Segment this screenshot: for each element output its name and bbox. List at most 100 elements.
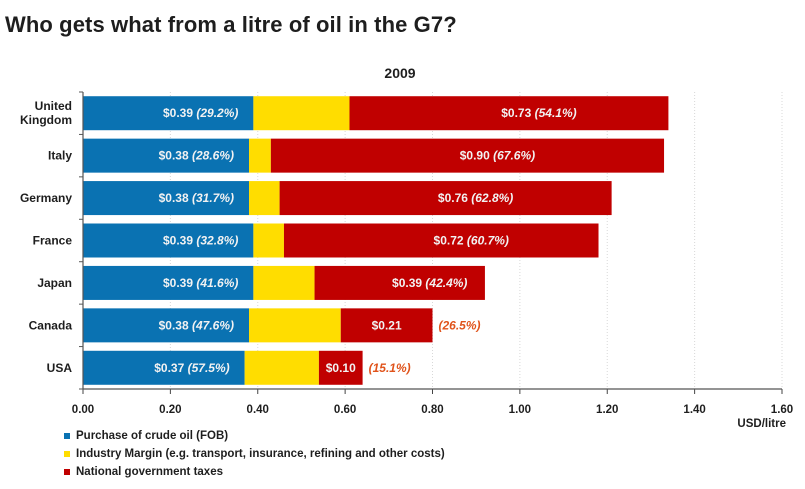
bar-segment xyxy=(283,223,599,258)
bar-row: Canada $0.38 (47.6%) $0.21 (26.5%) xyxy=(29,308,481,343)
value-label: $0.39 xyxy=(163,276,196,290)
bar-segment xyxy=(249,181,280,216)
data-label: $0.39 (29.2%) xyxy=(163,106,238,120)
category-label: United xyxy=(35,99,72,113)
percent-label: (41.6%) xyxy=(196,276,238,290)
x-tick-label: 1.60 xyxy=(771,404,793,416)
x-tick-label: 0.60 xyxy=(334,404,356,416)
bar-segment xyxy=(83,350,245,385)
bar-segment xyxy=(83,181,250,216)
value-label: $0.10 xyxy=(326,361,356,375)
x-tick-label: 0.80 xyxy=(421,404,443,416)
page-title: Who gets what from a litre of oil in the… xyxy=(5,12,457,37)
bar-segment xyxy=(249,138,271,173)
bar-segment xyxy=(253,96,350,131)
axes: 0.00 0.20 0.40 0.60 0.80 1.00 1.20 1.40 1.60 xyxy=(72,91,793,416)
bar-segment xyxy=(270,138,665,173)
value-label: $0.72 xyxy=(434,234,467,248)
percent-label: (31.7%) xyxy=(192,191,234,205)
bar-segment xyxy=(314,265,485,300)
x-axis-label: USD/litre xyxy=(737,418,786,430)
data-label: $0.90 (67.6%) xyxy=(460,149,535,163)
value-label: $0.38 xyxy=(159,149,192,163)
bar-segment xyxy=(249,308,341,343)
bar-segment xyxy=(83,265,254,300)
bar-segment xyxy=(318,350,363,385)
bar-segment xyxy=(253,223,284,258)
data-label: $0.39 (32.8%) xyxy=(163,234,238,248)
legend-item-industry-margin: Industry Margin (e.g. transport, insuran… xyxy=(64,445,445,463)
value-label: $0.39 xyxy=(392,276,425,290)
value-label: $0.73 xyxy=(501,106,534,120)
x-tick-label: 1.40 xyxy=(683,404,705,416)
bar-segment xyxy=(279,181,612,216)
percent-label: (67.6%) xyxy=(493,149,535,163)
value-label: $0.37 xyxy=(154,361,187,375)
data-label: $0.38 (28.6%) xyxy=(159,149,234,163)
legend: Purchase of crude oil (FOB) Industry Mar… xyxy=(64,427,445,481)
percent-label: (60.7%) xyxy=(467,234,509,248)
bar-row: Italy $0.38 (28.6%) $0.90 (67.6%) xyxy=(48,138,665,173)
category-label: Japan xyxy=(37,276,72,290)
legend-swatch-blue xyxy=(64,433,70,439)
value-label: $0.39 xyxy=(163,234,196,248)
data-label: $0.39 (42.4%) xyxy=(392,276,467,290)
percent-label: (54.1%) xyxy=(535,106,577,120)
x-tick-label: 1.00 xyxy=(509,404,531,416)
category-label: France xyxy=(33,234,73,248)
bar-row: Japan $0.39 (41.6%) $0.39 (42.4%) xyxy=(37,265,485,300)
value-label: $0.76 xyxy=(438,191,471,205)
bar-segment xyxy=(253,265,315,300)
legend-label: National government taxes xyxy=(76,466,223,478)
bar-segment xyxy=(83,138,250,173)
category-label: USA xyxy=(47,361,73,375)
percent-label: (32.8%) xyxy=(196,234,238,248)
bar-segment xyxy=(244,350,319,385)
percent-label: (57.5%) xyxy=(188,361,230,375)
percent-label: (15.1%) xyxy=(369,361,411,375)
bar-row: Germany $0.38 (31.7%) $0.76 (62.8%) xyxy=(20,181,612,216)
value-label: $0.38 xyxy=(159,318,192,332)
data-label: $0.38 (31.7%) xyxy=(159,191,234,205)
value-label: $0.38 xyxy=(159,191,192,205)
bar-segment xyxy=(83,308,250,343)
data-label: $0.39 (41.6%) xyxy=(163,276,238,290)
legend-item-crude-oil: Purchase of crude oil (FOB) xyxy=(64,427,445,445)
legend-label: Purchase of crude oil (FOB) xyxy=(76,430,229,442)
bar-segment xyxy=(83,223,254,258)
category-label: Germany xyxy=(20,191,72,205)
data-label: $0.72 (60.7%) xyxy=(434,234,509,248)
category-label: Canada xyxy=(29,318,73,332)
bar-row: USA $0.37 (57.5%) $0.10 (15.1%) xyxy=(47,350,411,385)
chart-title: 2009 xyxy=(384,65,415,81)
percent-label: (62.8%) xyxy=(471,191,513,205)
data-label: $0.37 (57.5%) xyxy=(154,361,229,375)
data-label: $0.76 (62.8%) xyxy=(438,191,513,205)
percent-label: (47.6%) xyxy=(192,318,234,332)
x-tick-label: 0.20 xyxy=(159,404,181,416)
x-tick-label: 1.20 xyxy=(596,404,618,416)
legend-swatch-red xyxy=(64,469,70,475)
category-label: Kingdom xyxy=(20,113,72,127)
value-label: $0.90 xyxy=(460,149,493,163)
percent-label: (42.4%) xyxy=(425,276,467,290)
data-label: $0.38 (47.6%) xyxy=(159,318,234,332)
data-label: $0.73 (54.1%) xyxy=(501,106,576,120)
x-tick-label: 0.40 xyxy=(247,404,269,416)
percent-label: (28.6%) xyxy=(192,149,234,163)
bar-segment xyxy=(340,308,433,343)
bar-segment xyxy=(349,96,669,131)
value-label: $0.39 xyxy=(163,106,196,120)
value-label: $0.21 xyxy=(372,318,402,332)
category-label: Italy xyxy=(48,149,72,163)
percent-label: (26.5%) xyxy=(439,318,481,332)
x-tick-label: 0.00 xyxy=(72,404,94,416)
bar-row: France $0.39 (32.8%) $0.72 (60.7%) xyxy=(33,223,599,258)
percent-label: (29.2%) xyxy=(196,106,238,120)
legend-item-taxes: National government taxes xyxy=(64,463,445,481)
bar-segment xyxy=(83,96,254,131)
legend-swatch-yellow xyxy=(64,451,70,457)
